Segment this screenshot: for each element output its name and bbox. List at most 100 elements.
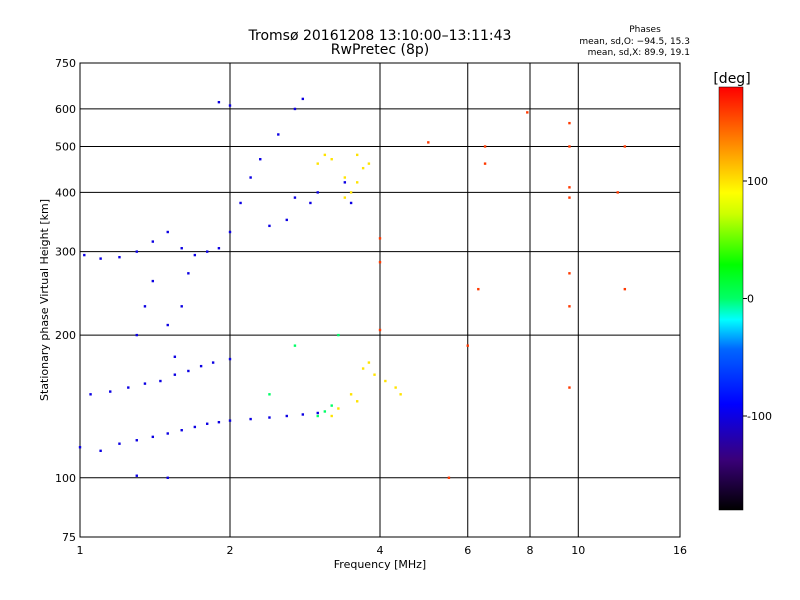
- data-point: [187, 272, 190, 275]
- data-point: [166, 323, 169, 327]
- data-point: [568, 386, 571, 389]
- colorbar-tick-label: 100: [747, 175, 768, 188]
- data-point: [193, 253, 197, 257]
- data-point: [355, 153, 359, 157]
- data-point: [166, 432, 169, 435]
- y-tick-label: 600: [55, 103, 76, 116]
- data-point: [228, 357, 232, 361]
- grid-lines: [80, 63, 680, 537]
- x-tick-label: 6: [464, 544, 471, 557]
- data-point: [193, 425, 197, 429]
- y-tick-label: 300: [55, 246, 76, 259]
- y-tick-label: 75: [62, 531, 76, 544]
- data-point: [166, 476, 169, 479]
- data-point: [118, 442, 121, 445]
- data-point: [367, 162, 371, 165]
- data-point: [330, 414, 333, 418]
- data-point: [259, 158, 262, 161]
- data-point: [99, 449, 102, 453]
- data-point: [623, 145, 627, 148]
- data-point: [367, 361, 371, 364]
- x-tick-label: 1: [77, 544, 84, 557]
- data-point: [99, 257, 102, 260]
- y-tick-label: 400: [55, 186, 76, 199]
- colorbar-tick-label: -100: [747, 410, 772, 423]
- data-point: [568, 272, 571, 275]
- data-point: [151, 240, 155, 243]
- data-points: [78, 97, 627, 479]
- colorbar-ticks: 100 0 -100: [743, 175, 772, 423]
- stats-header: Phases: [629, 25, 661, 35]
- data-point: [205, 250, 209, 253]
- data-point: [337, 407, 340, 410]
- data-point: [285, 414, 288, 418]
- data-point: [316, 414, 319, 418]
- data-point: [173, 373, 177, 376]
- data-point: [316, 411, 319, 415]
- x-tick-labels: 1 2 4 6 8 10 16: [77, 544, 688, 557]
- data-point: [228, 104, 232, 107]
- data-point: [301, 413, 305, 416]
- data-point: [447, 476, 451, 479]
- data-point: [173, 355, 177, 358]
- stats-line-x: mean, sd,X: 89.9, 19.1: [588, 48, 690, 58]
- data-point: [355, 181, 359, 184]
- colorbar: [718, 86, 744, 511]
- data-point: [249, 176, 252, 179]
- data-point: [78, 446, 82, 449]
- data-point: [323, 153, 327, 157]
- data-point: [249, 417, 252, 421]
- data-point: [239, 201, 242, 205]
- x-tick-label: 10: [571, 544, 585, 557]
- y-tick-label: 100: [55, 472, 76, 485]
- data-point: [228, 230, 232, 234]
- data-point: [316, 162, 319, 165]
- data-point: [83, 253, 86, 257]
- stats-line-o: mean, sd,O: −94.5, 15.3: [579, 37, 690, 47]
- y-tick-label: 500: [55, 140, 76, 153]
- data-point: [526, 111, 529, 114]
- data-point: [268, 393, 271, 396]
- data-point: [378, 260, 382, 264]
- data-point: [285, 218, 288, 222]
- data-point: [89, 393, 92, 396]
- data-point: [323, 410, 327, 413]
- data-point: [151, 435, 155, 439]
- data-point: [378, 237, 382, 240]
- data-point: [135, 439, 138, 442]
- x-tick-label: 4: [377, 544, 384, 557]
- x-tick-label: 8: [527, 544, 534, 557]
- data-point: [143, 305, 147, 308]
- data-point: [268, 416, 271, 419]
- data-point: [361, 166, 365, 170]
- data-point: [293, 196, 297, 199]
- data-point: [361, 367, 365, 370]
- data-point: [568, 145, 571, 148]
- data-point: [477, 287, 480, 291]
- colorbar-tick-label: 0: [747, 293, 754, 306]
- y-tick-label: 200: [55, 329, 76, 342]
- data-point: [373, 373, 376, 376]
- data-point: [399, 393, 402, 396]
- data-point: [127, 386, 130, 389]
- data-point: [293, 107, 297, 111]
- data-point: [349, 191, 353, 194]
- data-point: [135, 333, 138, 337]
- data-point: [228, 419, 232, 422]
- data-point: [143, 382, 147, 385]
- data-point: [211, 361, 215, 364]
- data-point: [568, 186, 571, 189]
- data-point: [118, 255, 121, 259]
- data-point: [217, 420, 221, 424]
- data-point: [293, 344, 297, 347]
- data-point: [349, 393, 353, 396]
- data-point: [330, 404, 333, 407]
- data-point: [427, 141, 430, 144]
- data-point: [384, 379, 387, 383]
- data-point: [568, 121, 571, 125]
- data-point: [109, 390, 112, 393]
- data-point: [616, 191, 619, 194]
- data-point: [187, 369, 190, 373]
- data-point: [343, 196, 347, 199]
